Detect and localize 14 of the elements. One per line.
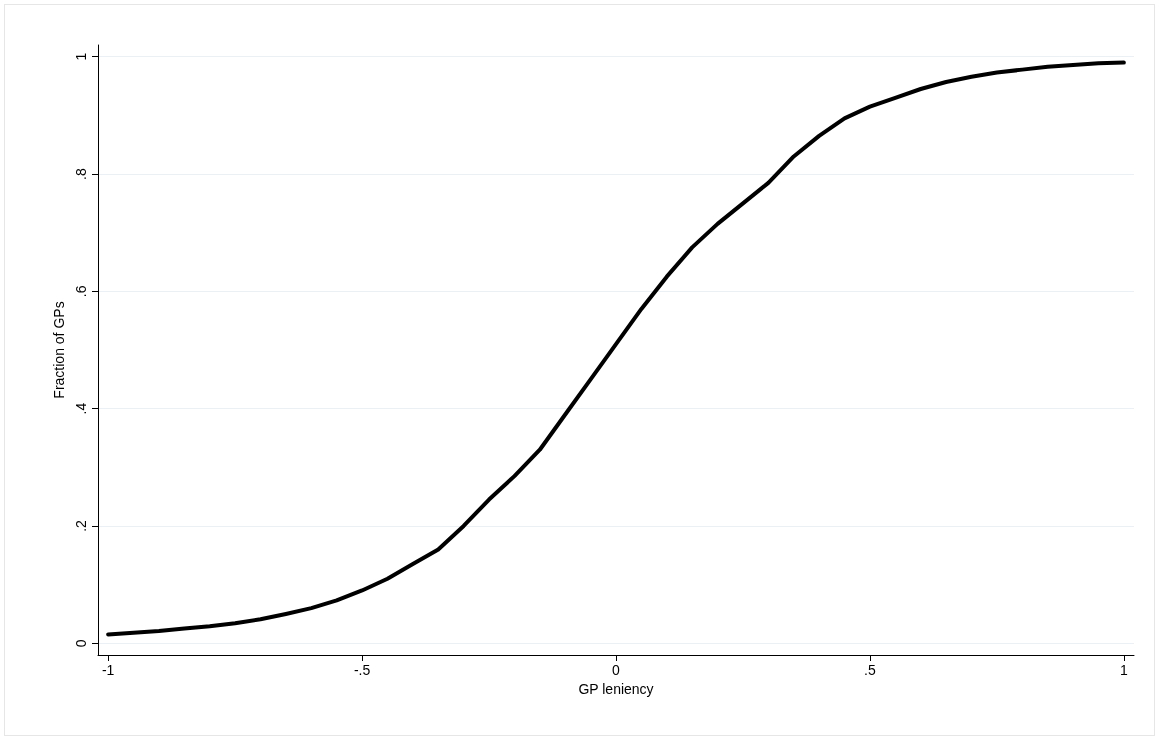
y-tick-label: 1 [73, 52, 89, 61]
y-tick-label: .6 [73, 285, 89, 298]
y-tick-label: .8 [73, 167, 89, 180]
x-tick-label: .5 [864, 662, 876, 678]
x-tick-label: -.5 [353, 662, 371, 678]
line-series [106, 60, 1126, 637]
y-tick-label: .2 [73, 519, 89, 532]
x-tick-label: 0 [612, 662, 621, 678]
x-axis-title: GP leniency [578, 680, 654, 697]
x-tick-label: -1 [101, 662, 115, 678]
x-tick-label: 1 [1119, 662, 1128, 678]
y-axis-title: Fraction of GPs [51, 301, 68, 399]
y-tick-label: 0 [73, 639, 89, 648]
y-tick-label: .4 [73, 402, 89, 415]
